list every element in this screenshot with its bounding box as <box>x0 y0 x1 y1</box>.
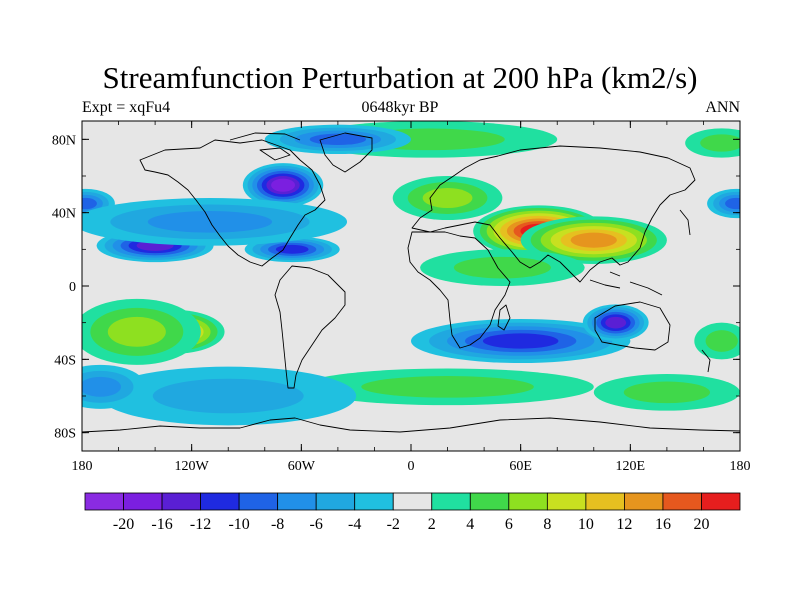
colorbar-swatch <box>431 492 471 511</box>
colorbar-label: 4 <box>466 516 474 533</box>
colorbar-swatch <box>508 492 548 511</box>
streamfunction-field <box>82 121 740 426</box>
colorbar-swatch <box>200 492 240 511</box>
colorbar-swatch <box>123 492 163 511</box>
field-feature <box>264 124 411 154</box>
colorbar-label: -16 <box>151 516 172 533</box>
field-contour-band <box>275 244 309 254</box>
coastline-south-america <box>274 265 346 389</box>
field-contour-band <box>361 376 534 398</box>
colorbar: -20 -16 -12 -10 -8 -6 -4 -2 2 4 6 8 10 12 16 20 <box>84 492 741 533</box>
map-title: Streamfunction Perturbation at 200 hPa (… <box>102 60 698 95</box>
x-tick-label: 60W <box>288 459 316 474</box>
field-contour-band <box>271 178 296 192</box>
x-tick-label: 180 <box>72 459 93 474</box>
coastline-japan <box>679 209 691 236</box>
season-label: ANN <box>705 99 740 116</box>
coastline-madagascar <box>497 304 511 331</box>
field-contour-band <box>82 376 121 397</box>
field-feature <box>82 364 146 409</box>
x-axis-ticks: 180 120W 60W 0 60E 120E 180 <box>72 121 751 474</box>
colorbar-label: 16 <box>655 516 671 533</box>
y-tick-label: 80N <box>52 133 76 148</box>
field-feature <box>685 128 740 158</box>
coastline-eurasia <box>411 145 696 283</box>
colorbar-label: -12 <box>190 516 211 533</box>
field-feature <box>520 216 667 264</box>
field-feature <box>420 249 585 286</box>
x-tick-label: 120W <box>175 459 210 474</box>
coastline-africa <box>407 231 511 349</box>
colorbar-label: 8 <box>543 516 551 533</box>
field-contour-band <box>570 232 617 248</box>
coastline-maritime-asia <box>589 271 663 296</box>
colorbar-label: 10 <box>578 516 594 533</box>
field-feature <box>392 176 503 220</box>
experiment-label: Expt = xqFu4 <box>82 99 171 116</box>
field-feature <box>242 163 324 208</box>
colorbar-swatch <box>546 492 587 511</box>
coastline-new-zealand <box>701 349 711 373</box>
x-tick-label: 120E <box>616 459 646 474</box>
y-tick-label: 80S <box>54 427 76 442</box>
field-contour-band <box>700 134 740 152</box>
y-tick-label: 40N <box>52 207 76 222</box>
colorbar-swatch <box>315 492 356 511</box>
field-contour-band <box>107 316 166 347</box>
colorbar-swatch <box>624 492 664 511</box>
colorbar-swatch <box>585 492 625 511</box>
coastline-north-america <box>139 139 326 267</box>
field-feature <box>694 322 740 360</box>
coastline-antarctica <box>82 417 740 433</box>
colorbar-label: -10 <box>228 516 249 533</box>
colorbar-label: -8 <box>271 516 284 533</box>
y-axis-ticks: 80N 40N 0 40S 80S <box>52 133 740 442</box>
field-feature <box>593 374 740 411</box>
colorbar-swatch <box>701 492 741 511</box>
colorbar-swatch <box>238 492 279 511</box>
field-feature <box>301 368 594 406</box>
y-tick-label: 40S <box>54 353 76 368</box>
coastline-australia <box>594 301 671 351</box>
coastlines <box>82 132 740 433</box>
colorbar-label: -6 <box>310 516 323 533</box>
time-label: 0648kyr BP <box>361 99 439 116</box>
field-feature <box>582 304 649 341</box>
field-contour-band <box>152 378 304 414</box>
coastline-greenland <box>319 132 373 173</box>
y-tick-label: 0 <box>69 280 76 295</box>
field-contour-band <box>705 330 738 352</box>
colorbar-label: 6 <box>505 516 513 533</box>
field-contour-band <box>309 133 367 145</box>
field-contour-band <box>482 333 559 349</box>
colorbar-swatch <box>161 492 201 511</box>
field-contour-band <box>605 316 627 329</box>
field-contour-band <box>82 197 97 210</box>
colorbar-label: 12 <box>616 516 632 533</box>
colorbar-label: -20 <box>113 516 134 533</box>
field-feature <box>82 298 201 365</box>
colorbar-swatch <box>662 492 702 511</box>
colorbar-swatch <box>354 492 394 511</box>
field-contour-band <box>422 188 473 208</box>
colorbar-label: 20 <box>693 516 709 533</box>
colorbar-label: -4 <box>348 516 361 533</box>
field-contour-band <box>453 256 551 279</box>
colorbar-swatch <box>392 492 433 511</box>
colorbar-swatch <box>277 492 317 511</box>
colorbar-label: 2 <box>428 516 436 533</box>
field-feature <box>411 319 631 363</box>
colorbar-label: -2 <box>387 516 400 533</box>
coastline-canadian-islands <box>229 132 301 161</box>
x-tick-label: 180 <box>730 459 751 474</box>
field-contour-band <box>725 197 740 210</box>
x-tick-label: 60E <box>509 459 532 474</box>
x-tick-label: 0 <box>408 459 415 474</box>
colorbar-swatch <box>469 492 510 511</box>
field-contour-band <box>623 381 711 404</box>
field-feature <box>100 366 357 426</box>
field-feature <box>707 188 740 219</box>
colorbar-swatch <box>84 492 124 511</box>
